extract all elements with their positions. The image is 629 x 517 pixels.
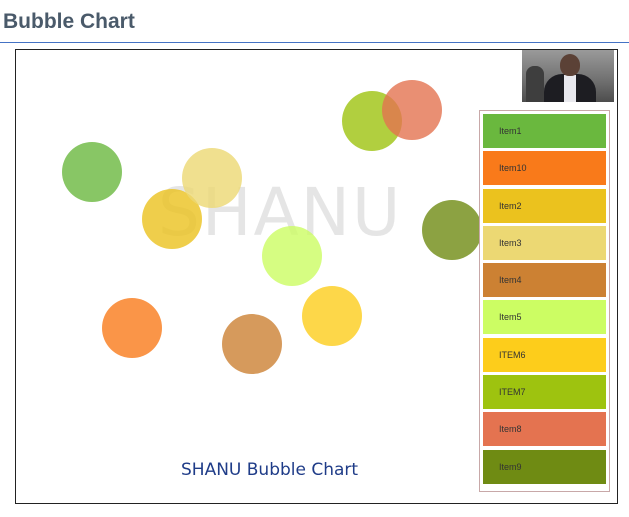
legend-label: ITEM6 xyxy=(499,349,526,360)
legend-item-item10: Item10 xyxy=(483,151,606,186)
bubble-item5 xyxy=(262,226,322,286)
bubble-item6 xyxy=(302,286,362,346)
bubble-item3 xyxy=(182,148,242,208)
legend-label: Item3 xyxy=(499,237,522,248)
header-divider xyxy=(0,42,629,43)
legend-label: Item2 xyxy=(499,200,522,211)
page-header: Bubble Chart xyxy=(0,0,629,44)
legend-item-item6: ITEM6 xyxy=(483,337,606,372)
legend-label: Item5 xyxy=(499,312,522,323)
legend-label: Item9 xyxy=(499,461,522,472)
legend-label: ITEM7 xyxy=(499,387,526,398)
bubble-item10 xyxy=(102,298,162,358)
bubble-plot xyxy=(62,80,482,374)
legend-item-item9: Item9 xyxy=(483,449,606,484)
bubble-item2 xyxy=(142,189,202,249)
legend-item-item7: ITEM7 xyxy=(483,375,606,410)
legend-item-item4: Item4 xyxy=(483,263,606,298)
legend-item-item8: Item8 xyxy=(483,412,606,447)
photo-background-figure xyxy=(526,66,544,102)
bubble-item9 xyxy=(422,200,482,260)
legend-label: Item10 xyxy=(499,163,527,174)
photo-person-head xyxy=(560,54,580,76)
photo-person-shirt xyxy=(564,75,576,102)
legend-item-item1: Item1 xyxy=(483,114,606,148)
page-title: Bubble Chart xyxy=(3,10,135,33)
bubble-item4 xyxy=(222,314,282,374)
bubble-chart-canvas: SHANU Item1 Item10 Item2 Item3 Item4 Item5 ITE… xyxy=(15,49,618,504)
legend-label: Item1 xyxy=(499,126,522,136)
author-photo xyxy=(522,50,614,102)
legend-item-item3: Item3 xyxy=(483,225,606,260)
chart-caption: SHANU Bubble Chart xyxy=(181,460,359,480)
bubble-item1 xyxy=(62,142,122,202)
legend-item-item5: Item5 xyxy=(483,300,606,335)
legend-item-item2: Item2 xyxy=(483,188,606,223)
chart-legend: Item1 Item10 Item2 Item3 Item4 Item5 ITEM6 ITEM… xyxy=(479,110,610,492)
legend-label: Item4 xyxy=(499,275,522,286)
legend-label: Item8 xyxy=(499,424,522,435)
bubble-item8 xyxy=(382,80,442,140)
